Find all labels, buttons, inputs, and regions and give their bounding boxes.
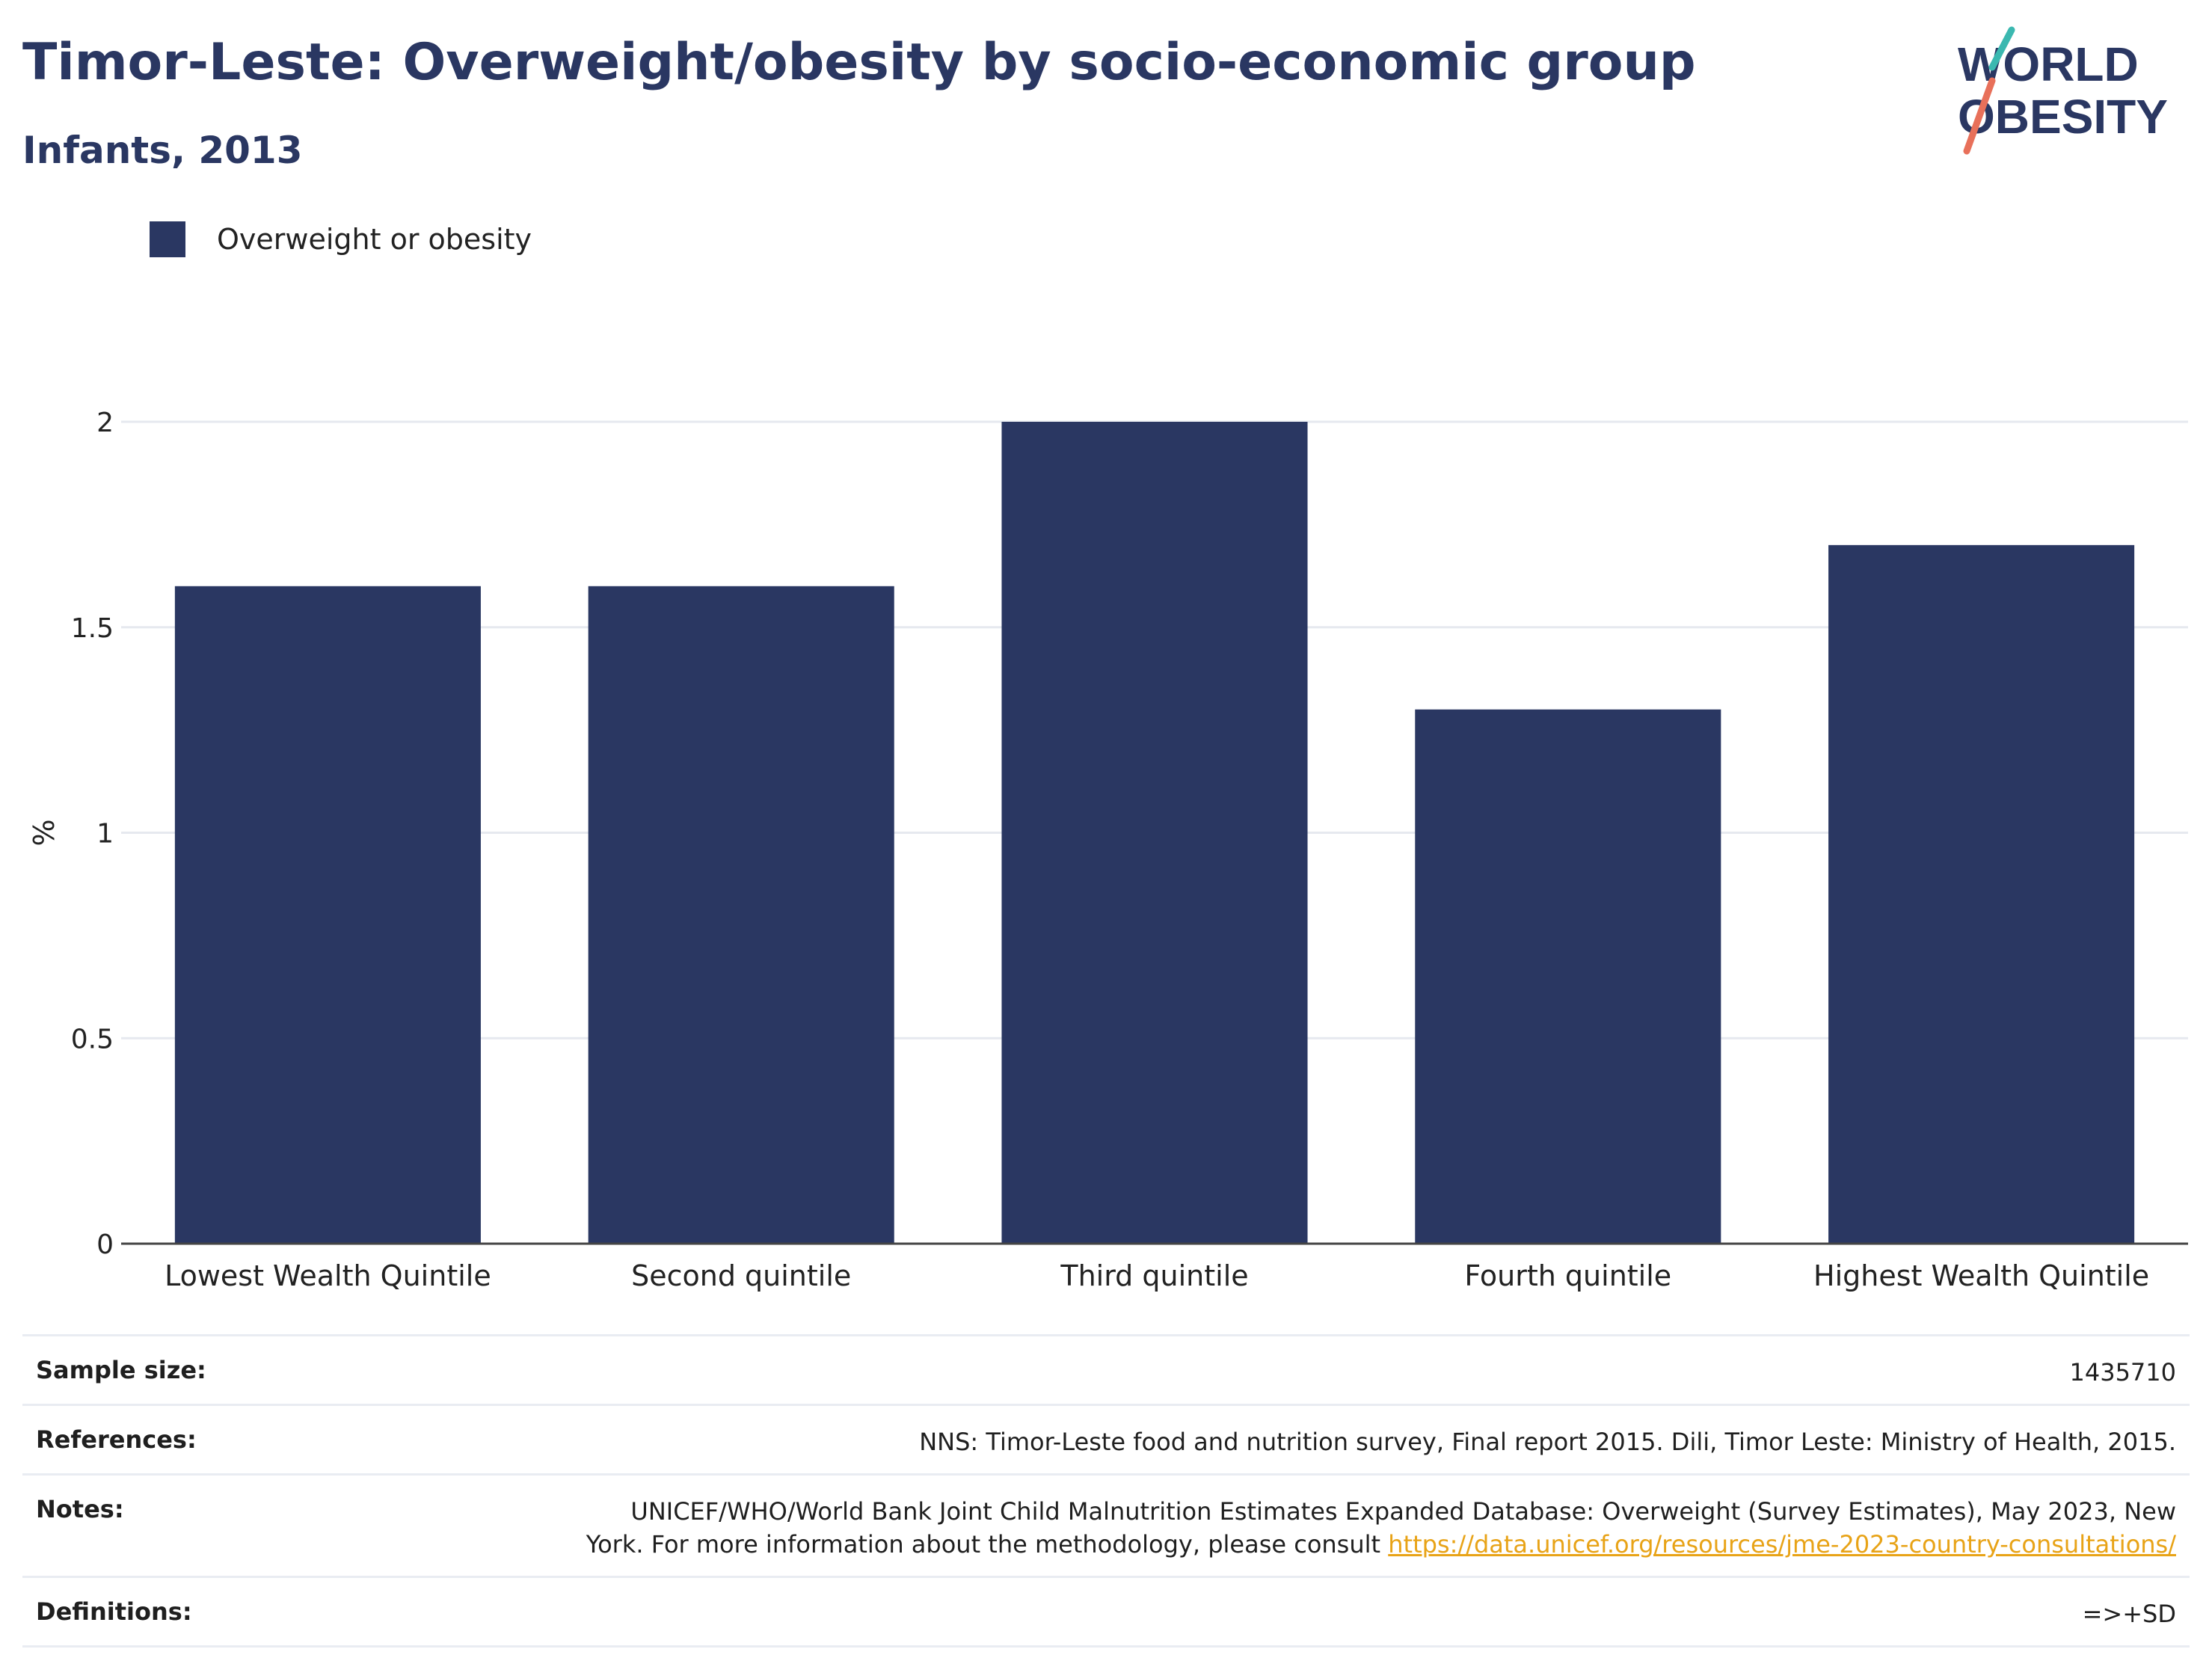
y-tick-label: 1.5 <box>71 613 114 644</box>
logo-slash-coral <box>1963 77 1996 155</box>
chart-subtitle: Infants, 2013 <box>22 129 303 172</box>
y-axis-title: % <box>28 819 61 846</box>
chart-footer: Sample size: 1435710 References: NNS: Ti… <box>22 1334 2190 1648</box>
x-tick-label: Lowest Wealth Quintile <box>165 1259 491 1292</box>
bar <box>174 586 481 1244</box>
references-value: NNS: Timor-Leste food and nutrition surv… <box>919 1428 2176 1456</box>
footer-row-references: References: NNS: Timor-Leste food and nu… <box>22 1404 2190 1473</box>
logo-slash-teal <box>1988 26 2015 71</box>
bar-chart: 0 0.5 1 1.5 2% Lowest Wealth Quintile Second q… <box>28 408 2188 1292</box>
definitions-value: =>+SD <box>2082 1600 2176 1628</box>
y-tick-label: 1 <box>96 819 114 850</box>
notes-value: UNICEF/WHO/World Bank Joint Child Malnut… <box>586 1495 2176 1561</box>
x-tick-label: Third quintile <box>1060 1259 1248 1292</box>
logo-line1: WORLD <box>1958 37 2139 91</box>
footer-row-notes: Notes: UNICEF/WHO/World Bank Joint Child… <box>22 1473 2190 1576</box>
references-label: References: <box>36 1425 197 1454</box>
notes-line1: UNICEF/WHO/World Bank Joint Child Malnut… <box>630 1497 2176 1526</box>
bar <box>1415 709 1721 1244</box>
world-obesity-logo: WORLD OBESITY <box>1958 26 2168 155</box>
footer-row-sample-size: Sample size: 1435710 <box>22 1334 2190 1404</box>
bar <box>1828 544 2135 1244</box>
y-tick-label: 2 <box>96 408 114 438</box>
y-tick-label: 0 <box>96 1229 114 1260</box>
sample-size-value: 1435710 <box>2069 1358 2176 1387</box>
notes-label: Notes: <box>36 1495 124 1523</box>
legend-swatch <box>150 221 185 257</box>
definitions-label: Definitions: <box>36 1597 192 1626</box>
logo-line2: OBESITY <box>1958 90 2168 144</box>
bar <box>588 586 894 1244</box>
chart-title: Timor-Leste: Overweight/obesity by socio… <box>22 33 1696 92</box>
methodology-link[interactable]: https://data.unicef.org/resources/jme-20… <box>1388 1530 2176 1559</box>
x-tick-label: Fourth quintile <box>1464 1259 1671 1292</box>
y-tick-label: 0.5 <box>71 1024 114 1054</box>
legend-label: Overweight or obesity <box>217 223 532 256</box>
sample-size-label: Sample size: <box>36 1356 206 1384</box>
bar <box>1001 422 1308 1244</box>
notes-line2: York. For more information about the met… <box>586 1530 1381 1559</box>
x-tick-label: Second quintile <box>631 1259 851 1292</box>
legend: Overweight or obesity <box>150 221 532 257</box>
x-tick-label: Highest Wealth Quintile <box>1813 1259 2149 1292</box>
footer-row-definitions: Definitions: =>+SD <box>22 1576 2190 1648</box>
